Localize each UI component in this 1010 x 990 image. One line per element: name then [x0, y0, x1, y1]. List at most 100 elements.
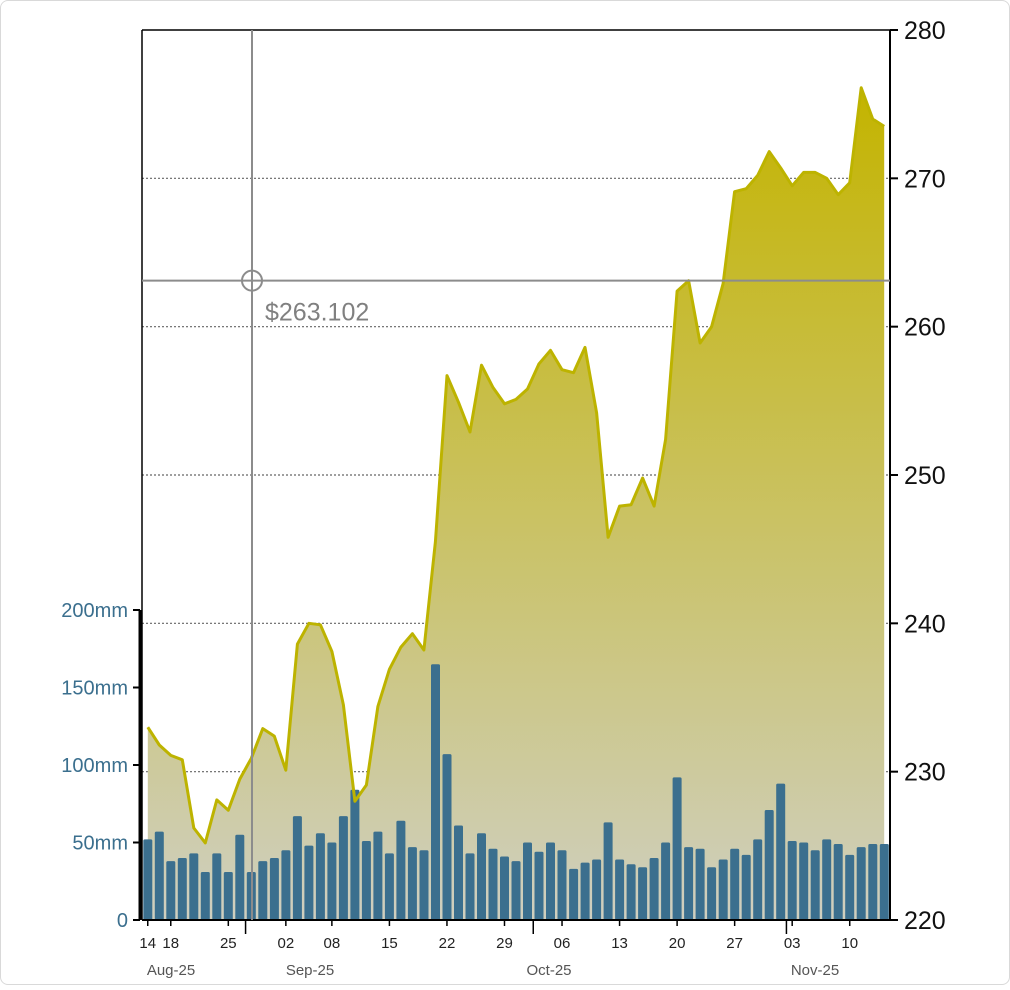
volume-bar [879, 844, 889, 920]
x-tick-label: 15 [381, 935, 398, 952]
volume-bar [534, 851, 544, 920]
volume-bars [143, 664, 889, 921]
volume-bar [154, 831, 164, 920]
volume-bar [269, 858, 279, 920]
volume-bar [327, 842, 337, 920]
volume-bar [523, 842, 532, 920]
x-tick-label: 03 [784, 935, 801, 952]
volume-bar [787, 841, 797, 920]
volume-bar [741, 854, 751, 920]
price-tick-label: 230 [904, 759, 946, 787]
price-tick-label: 220 [904, 907, 946, 935]
volume-bar [442, 754, 452, 920]
volume-bar [465, 853, 475, 920]
volume-bar [569, 868, 579, 920]
volume-tick-label: 0 [117, 910, 128, 932]
volume-bar [649, 858, 659, 920]
price-tick-label: 250 [904, 462, 946, 490]
crosshair[interactable]: $263.102 [142, 30, 890, 920]
volume-tick-label: 100mm [61, 755, 128, 777]
volume-bar [776, 783, 786, 920]
volume-bar [350, 789, 360, 920]
x-tick-label: 29 [496, 935, 513, 952]
x-tick-label: 02 [278, 935, 295, 952]
volume-bar [338, 816, 348, 920]
x-tick-label: 25 [220, 935, 237, 952]
volume-bar [833, 844, 843, 920]
volume-bar [143, 839, 153, 920]
price-area [147, 87, 885, 921]
volume-bar [511, 861, 521, 920]
volume-bar [223, 872, 233, 920]
volume-bar [361, 841, 371, 920]
volume-bar [580, 862, 590, 920]
x-tick-label: 22 [439, 935, 456, 952]
x-tick-label: 08 [324, 935, 341, 952]
volume-bar [626, 864, 636, 920]
volume-bar [407, 847, 417, 920]
x-tick-label: 18 [162, 935, 179, 952]
volume-bar [764, 810, 774, 920]
volume-bar [615, 859, 625, 920]
volume-bar [488, 848, 498, 920]
price-tick-label: 270 [904, 165, 946, 193]
volume-bar [384, 853, 394, 920]
volume-bar [707, 867, 717, 920]
axes: 220 230 240 250 260 270 280 0 50mm 100mm 150mm 200m… [61, 17, 945, 979]
volume-bar [546, 842, 555, 920]
volume-tick-label: 200mm [61, 600, 128, 622]
volume-tick-label: 50mm [72, 833, 128, 855]
volume-bar [730, 848, 740, 920]
volume-bar [845, 854, 855, 920]
crosshair-target-icon[interactable] [241, 269, 263, 292]
volume-bar [281, 850, 291, 921]
price-line [146, 86, 886, 845]
volume-bar [695, 848, 705, 920]
volume-bar [799, 842, 809, 920]
x-tick-label: 20 [669, 935, 686, 952]
volume-bar [200, 872, 210, 920]
x-month-label: Sep-25 [286, 962, 334, 979]
price-tick-label: 260 [904, 314, 946, 342]
x-tick-label: 27 [726, 935, 743, 952]
x-tick-label: 13 [611, 935, 628, 952]
volume-bar [212, 853, 222, 920]
volume-bar [557, 850, 567, 921]
volume-bar [292, 816, 302, 920]
volume-bar [822, 839, 832, 920]
volume-bar [592, 859, 602, 920]
volume-bar [868, 844, 878, 920]
x-month-label: Nov-25 [791, 962, 839, 979]
volume-bar [856, 847, 866, 920]
price-tick-label: 280 [904, 17, 946, 45]
volume-bar [603, 822, 613, 920]
volume-bar [753, 839, 763, 920]
crosshair-price-label: $263.102 [265, 299, 369, 327]
volume-bar [810, 850, 820, 921]
volume-tick-label: 150mm [61, 678, 128, 700]
volume-bar [373, 831, 383, 920]
volume-bar [304, 845, 314, 920]
volume-bar [672, 777, 682, 920]
volume-bar [177, 858, 187, 920]
volume-bar [638, 867, 648, 920]
x-tick-label: 14 [139, 935, 156, 952]
volume-bar [477, 833, 486, 920]
volume-bar [431, 664, 440, 921]
x-month-label: Oct-25 [526, 962, 571, 979]
volume-bar [454, 825, 463, 920]
volume-bar [500, 856, 509, 920]
volume-bar [419, 850, 429, 921]
x-tick-label: 10 [841, 935, 858, 952]
volume-bar [661, 842, 671, 920]
volume-bar [315, 833, 325, 920]
volume-bar [684, 847, 694, 920]
volume-bar [189, 853, 199, 920]
volume-bar [718, 859, 728, 920]
price-tick-label: 240 [904, 610, 946, 638]
volume-bar [396, 820, 406, 920]
volume-bar [166, 861, 176, 920]
x-month-label: Aug-25 [147, 962, 195, 979]
